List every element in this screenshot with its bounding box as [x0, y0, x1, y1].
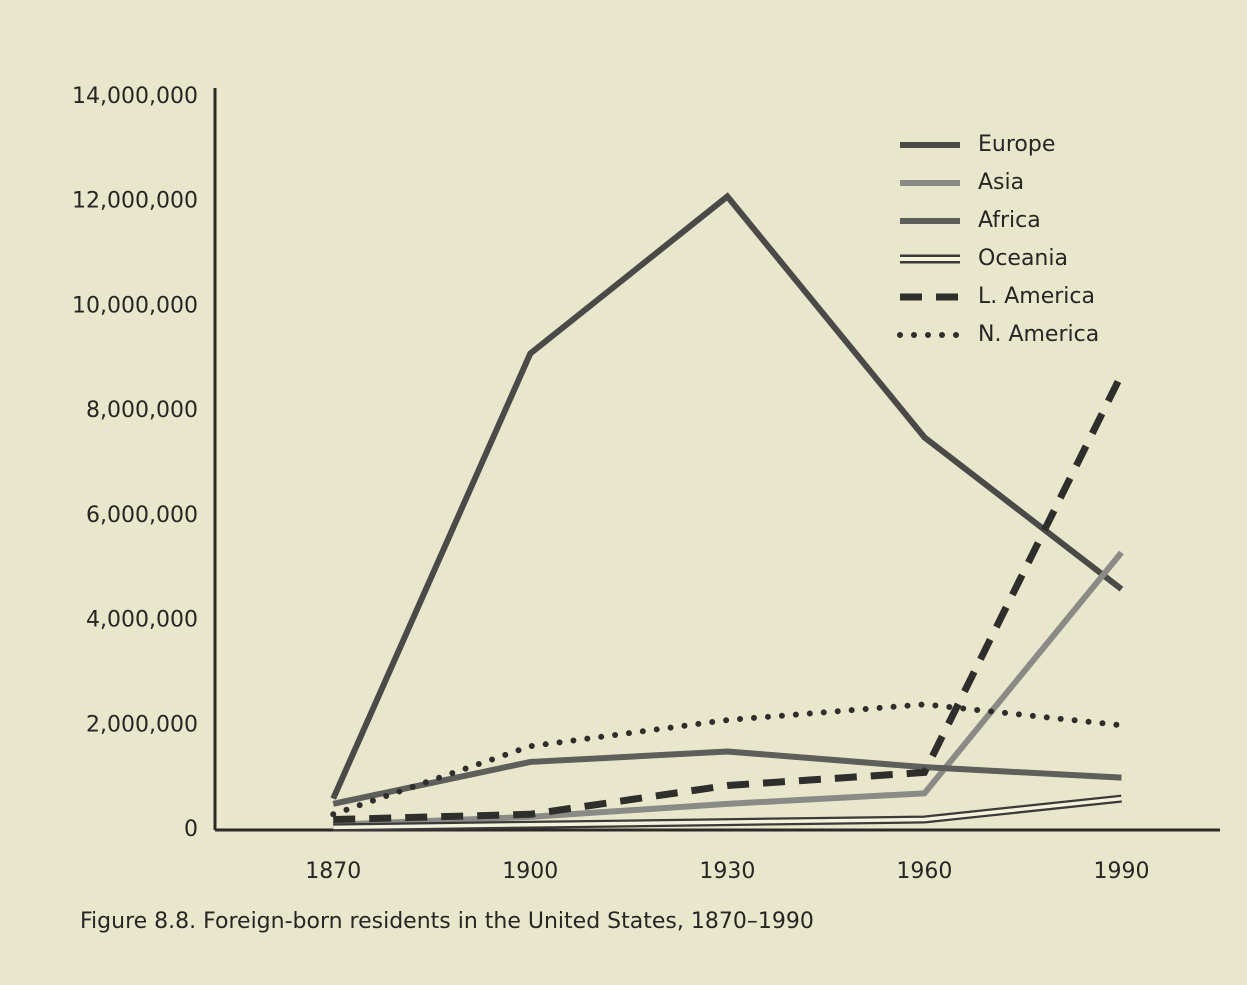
legend-label: Oceania: [978, 246, 1068, 271]
legend-label: L. America: [978, 284, 1095, 309]
y-tick-label: 6,000,000: [86, 503, 198, 528]
x-tick-label: 1870: [305, 859, 361, 884]
series-line: [330, 192, 1124, 800]
series-line: [332, 748, 1122, 807]
x-tick-label: 1900: [502, 859, 558, 884]
legend-label: Africa: [978, 208, 1041, 233]
y-tick-label: 12,000,000: [72, 189, 198, 214]
chart-title: Figure 8.8. Foreign-born residents in th…: [80, 909, 814, 934]
series-line: [330, 701, 1125, 818]
x-tick-label: 1960: [896, 859, 952, 884]
series-line-inner: [333, 796, 1122, 830]
y-tick-label: 10,000,000: [72, 293, 198, 318]
y-tick-label: 14,000,000: [72, 84, 198, 109]
y-tick-label: 0: [184, 817, 198, 842]
y-tick-label: 8,000,000: [86, 398, 198, 423]
series-line: [333, 372, 1125, 824]
legend-label: Europe: [978, 132, 1055, 157]
y-tick-label: 2,000,000: [86, 712, 198, 737]
x-tick-label: 1990: [1093, 859, 1149, 884]
x-tick-label: 1930: [699, 859, 755, 884]
y-tick-label: 4,000,000: [86, 608, 198, 633]
legend-label: N. America: [978, 322, 1099, 347]
legend-label: Asia: [978, 170, 1024, 195]
